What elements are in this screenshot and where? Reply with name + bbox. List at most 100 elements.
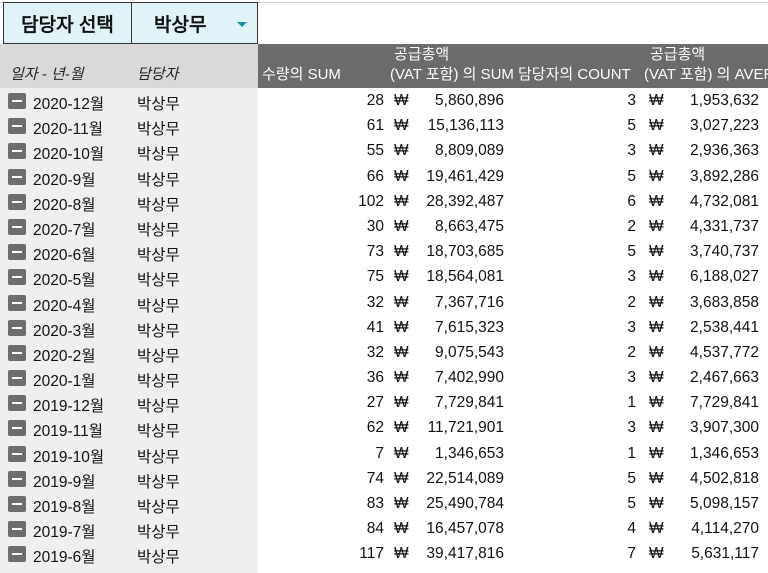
- cell-person[interactable]: 박상무: [137, 373, 180, 391]
- cell-avg[interactable]: 6,188,027: [690, 268, 759, 286]
- cell-count[interactable]: 3: [627, 369, 636, 387]
- cell-date[interactable]: 2019-10월: [33, 448, 105, 466]
- header-count[interactable]: 담당자의 COUNT: [518, 66, 631, 83]
- cell-person[interactable]: 박상무: [137, 96, 180, 113]
- header-avg-line1[interactable]: 공급총액: [650, 46, 706, 63]
- collapse-icon[interactable]: [8, 445, 26, 462]
- cell-date[interactable]: 2019-8월: [33, 499, 96, 516]
- header-person[interactable]: 담당자: [137, 66, 179, 83]
- cell-avg[interactable]: 5,098,157: [690, 495, 759, 512]
- dropdown-arrow-icon[interactable]: [237, 22, 247, 27]
- cell-person[interactable]: 박상무: [137, 146, 180, 164]
- cell-qty[interactable]: 55: [366, 142, 384, 160]
- collapse-icon[interactable]: [8, 168, 26, 185]
- collapse-icon[interactable]: [8, 244, 26, 261]
- cell-person[interactable]: 박상무: [137, 448, 180, 466]
- header-sum-line1[interactable]: 공급총액: [394, 46, 450, 63]
- cell-qty[interactable]: 30: [366, 217, 384, 235]
- cell-sum[interactable]: 18,564,081: [426, 268, 504, 286]
- collapse-icon[interactable]: [8, 143, 26, 160]
- cell-sum[interactable]: 7,729,841: [435, 394, 504, 412]
- cell-count[interactable]: 3: [627, 142, 636, 160]
- cell-sum[interactable]: 5,860,896: [435, 92, 504, 109]
- cell-person[interactable]: 박상무: [137, 297, 180, 315]
- cell-sum[interactable]: 8,663,475: [435, 217, 504, 235]
- cell-sum[interactable]: 15,136,113: [427, 117, 504, 135]
- cell-avg[interactable]: 7,729,841: [690, 394, 759, 412]
- header-date[interactable]: 일자 - 년-월: [10, 66, 84, 83]
- collapse-icon[interactable]: [8, 344, 26, 361]
- cell-person[interactable]: 박상무: [137, 272, 180, 290]
- collapse-icon[interactable]: [8, 370, 26, 387]
- cell-sum[interactable]: 7,367,716: [435, 293, 504, 311]
- cell-count[interactable]: 1: [627, 444, 636, 462]
- cell-count[interactable]: 3: [627, 268, 636, 286]
- cell-date[interactable]: 2020-1월: [33, 373, 96, 391]
- cell-sum[interactable]: 8,809,089: [435, 142, 504, 160]
- cell-date[interactable]: 2020-2월: [33, 347, 96, 365]
- cell-date[interactable]: 2020-10월: [33, 146, 105, 164]
- collapse-icon[interactable]: [8, 218, 26, 235]
- collapse-icon[interactable]: [8, 294, 26, 311]
- cell-count[interactable]: 4: [627, 520, 636, 538]
- cell-date[interactable]: 2019-6월: [33, 549, 96, 567]
- cell-avg[interactable]: 1,346,653: [690, 444, 759, 462]
- cell-sum[interactable]: 7,402,990: [435, 369, 504, 387]
- cell-count[interactable]: 1: [627, 394, 636, 412]
- cell-count[interactable]: 5: [627, 243, 636, 261]
- cell-date[interactable]: 2020-6월: [33, 247, 96, 265]
- cell-avg[interactable]: 4,331,737: [690, 217, 759, 235]
- cell-sum[interactable]: 39,417,816: [426, 545, 504, 563]
- cell-date[interactable]: 2019-11월: [33, 423, 103, 441]
- cell-person[interactable]: 박상무: [137, 473, 180, 491]
- cell-date[interactable]: 2020-12월: [33, 96, 105, 113]
- cell-date[interactable]: 2020-3월: [33, 322, 96, 340]
- cell-qty[interactable]: 41: [366, 318, 384, 336]
- collapse-icon[interactable]: [8, 546, 26, 563]
- cell-date[interactable]: 2020-5월: [33, 272, 96, 290]
- cell-person[interactable]: 박상무: [137, 322, 180, 340]
- collapse-icon[interactable]: [8, 496, 26, 512]
- cell-date[interactable]: 2019-12월: [33, 398, 105, 416]
- cell-qty[interactable]: 83: [366, 495, 384, 512]
- cell-count[interactable]: 6: [627, 192, 636, 210]
- cell-avg[interactable]: 3,907,300: [690, 419, 759, 437]
- cell-person[interactable]: 박상무: [137, 121, 180, 139]
- header-sum-line2[interactable]: (VAT 포함) 의 SUM: [390, 66, 514, 83]
- cell-qty[interactable]: 74: [366, 469, 384, 487]
- cell-qty[interactable]: 61: [366, 117, 384, 135]
- collapse-icon[interactable]: [8, 420, 26, 437]
- cell-avg[interactable]: 4,732,081: [690, 192, 759, 210]
- cell-date[interactable]: 2020-4월: [33, 297, 96, 315]
- cell-count[interactable]: 2: [627, 293, 636, 311]
- cell-qty[interactable]: 28: [366, 92, 384, 109]
- cell-date[interactable]: 2020-8월: [33, 196, 96, 214]
- cell-sum[interactable]: 19,461,429: [426, 167, 504, 185]
- cell-avg[interactable]: 4,537,772: [690, 343, 759, 361]
- cell-sum[interactable]: 28,392,487: [426, 192, 504, 210]
- cell-sum[interactable]: 16,457,078: [426, 520, 504, 538]
- header-avg-line2[interactable]: (VAT 포함) 의 AVERAGE: [644, 66, 768, 83]
- cell-qty[interactable]: 117: [359, 545, 384, 563]
- cell-qty[interactable]: 66: [366, 167, 384, 185]
- cell-count[interactable]: 3: [627, 419, 636, 437]
- cell-person[interactable]: 박상무: [137, 398, 180, 416]
- cell-count[interactable]: 2: [627, 217, 636, 235]
- cell-person[interactable]: 박상무: [137, 549, 180, 567]
- cell-date[interactable]: 2019-7월: [33, 524, 96, 542]
- cell-avg[interactable]: 3,740,737: [690, 243, 759, 261]
- cell-qty[interactable]: 7: [375, 444, 384, 462]
- cell-sum[interactable]: 25,490,784: [426, 495, 504, 512]
- cell-sum[interactable]: 1,346,653: [435, 444, 504, 462]
- cell-person[interactable]: 박상무: [137, 221, 180, 239]
- cell-avg[interactable]: 2,467,663: [690, 369, 759, 387]
- collapse-icon[interactable]: [8, 93, 26, 109]
- cell-avg[interactable]: 3,683,858: [690, 293, 759, 311]
- cell-count[interactable]: 2: [627, 343, 636, 361]
- cell-count[interactable]: 5: [627, 167, 636, 185]
- cell-qty[interactable]: 62: [366, 419, 384, 437]
- cell-qty[interactable]: 84: [366, 520, 384, 538]
- collapse-icon[interactable]: [8, 118, 26, 135]
- cell-person[interactable]: 박상무: [137, 524, 180, 542]
- cell-sum[interactable]: 18,703,685: [426, 243, 504, 261]
